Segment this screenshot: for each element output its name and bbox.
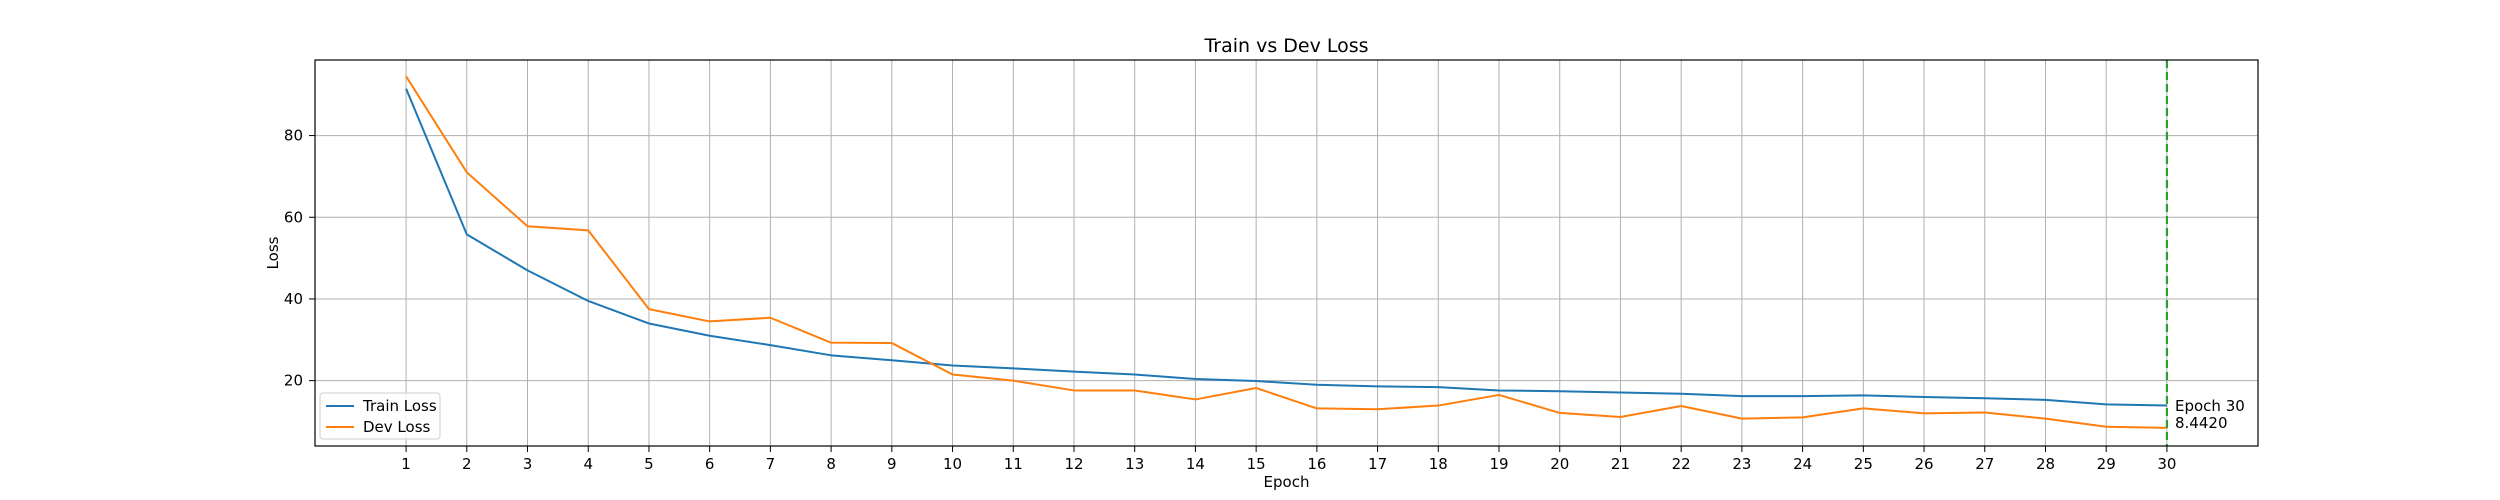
x-tick-label: 6 [705, 455, 715, 473]
x-tick-label: 26 [1915, 455, 1934, 473]
x-tick-label: 2 [462, 455, 472, 473]
y-tick-label: 40 [284, 290, 303, 308]
marker-annotation-value: 8.4420 [2175, 414, 2228, 432]
x-axis-label: Epoch [1264, 473, 1310, 491]
x-tick-label: 25 [1854, 455, 1873, 473]
x-tick-label: 29 [2097, 455, 2116, 473]
x-tick-label: 23 [1732, 455, 1751, 473]
x-tick-label: 28 [2036, 455, 2055, 473]
x-tick-label: 19 [1489, 455, 1508, 473]
plot-frame [314, 59, 2259, 447]
x-tick-label: 1 [401, 455, 411, 473]
x-tick-label: 7 [766, 455, 776, 473]
x-tick-label: 13 [1125, 455, 1144, 473]
y-tick-label: 80 [284, 127, 303, 145]
x-tick-label: 9 [887, 455, 897, 473]
chart-title: Train vs Dev Loss [1203, 35, 1368, 57]
grid-layer [315, 60, 2258, 446]
x-tick-label: 16 [1307, 455, 1326, 473]
x-tick-label: 17 [1368, 455, 1387, 473]
x-tick-label: 4 [583, 455, 593, 473]
x-tick-label: 8 [826, 455, 836, 473]
x-tick-label: 14 [1186, 455, 1205, 473]
x-tick-label: 5 [644, 455, 654, 473]
x-tick-label: 18 [1429, 455, 1448, 473]
marker-annotation: Epoch 30 8.4420 [2175, 397, 2245, 432]
series-layer [405, 75, 2167, 429]
x-tick-label: 22 [1672, 455, 1691, 473]
x-tick-label: 24 [1793, 455, 1812, 473]
legend: Train Loss Dev Loss [319, 392, 441, 440]
x-tick-label: 10 [943, 455, 962, 473]
x-tick-label: 20 [1550, 455, 1569, 473]
x-tick-label: 11 [1004, 455, 1023, 473]
y-tick-label: 20 [284, 372, 303, 390]
tick-layer: 1 2 3 4 5 6 7 8 9 10 11 12 13 14 15 16 17 18 19 20 21 22 23 24 2… [284, 127, 2177, 473]
train-loss-line [405, 88, 2167, 407]
legend-train-label: Train Loss [362, 397, 437, 415]
x-tick-label: 15 [1247, 455, 1266, 473]
legend-dev-label: Dev Loss [363, 418, 431, 436]
x-tick-label: 27 [1975, 455, 1994, 473]
dev-loss-line [405, 75, 2167, 429]
x-tick-label: 3 [523, 455, 533, 473]
x-tick-label: 12 [1064, 455, 1083, 473]
marker-annotation-epoch: Epoch 30 [2175, 397, 2245, 415]
y-axis-label: Loss [264, 236, 282, 269]
x-tick-label: 30 [2157, 455, 2176, 473]
x-tick-label: 21 [1611, 455, 1630, 473]
y-tick-label: 60 [284, 208, 303, 226]
